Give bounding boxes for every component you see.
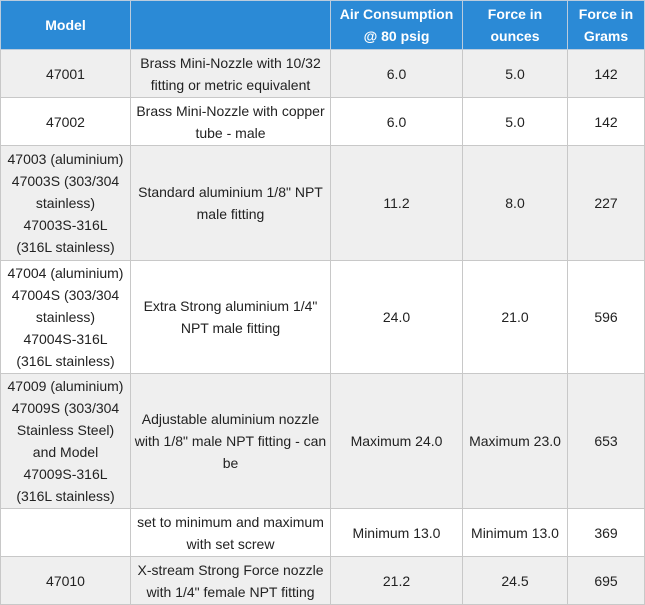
ounces-cell: 8.0 (462, 145, 568, 261)
description-cell: X-stream Strong Force nozzle with 1/4" f… (130, 556, 331, 605)
header-cell (130, 0, 331, 50)
air-cell: 6.0 (330, 97, 463, 146)
ounces-cell: 24.5 (462, 556, 568, 605)
description-cell: Extra Strong aluminium 1/4" NPT male fit… (130, 260, 331, 374)
grams-cell: 142 (567, 49, 645, 98)
air-cell: Maximum 24.0 (330, 373, 463, 509)
model-line: 47009S (303/304 Stainless Steel) (11, 400, 120, 438)
table-row: 47001 Brass Mini-Nozzle with 10/32 fittin… (0, 49, 645, 98)
grams-cell: 596 (567, 260, 645, 374)
header-cell: Force in ounces (462, 0, 568, 50)
model-cell: 47002 (0, 97, 131, 146)
model-line: 47004S (303/304 stainless) (11, 287, 120, 325)
model-line: 47003 (aluminium) (7, 151, 124, 167)
model-line: 47009S-316L (316L stainless) (16, 466, 115, 504)
grams-cell: 653 (567, 373, 645, 509)
ounces-cell: Maximum 23.0 (462, 373, 568, 509)
grams-cell: 227 (567, 145, 645, 261)
model-line: 47004 (aluminium) (7, 265, 124, 281)
header-row: Model Air Consumption @ 80 psig Force in… (0, 0, 645, 50)
table-row: 47009 (aluminium) 47009S (303/304 Stainle… (0, 373, 645, 509)
grams-cell: 142 (567, 97, 645, 146)
grams-cell: 695 (567, 556, 645, 605)
ounces-cell: Minimum 13.0 (462, 508, 568, 557)
model-cell: 47001 (0, 49, 131, 98)
model-cell: 47010 (0, 556, 131, 605)
table-row: 47004 (aluminium) 47004S (303/304 stainle… (0, 260, 645, 374)
model-cell: 47004 (aluminium) 47004S (303/304 stainle… (0, 260, 131, 374)
model-line: 47009 (aluminium) (7, 378, 124, 394)
ounces-cell: 21.0 (462, 260, 568, 374)
air-cell: 11.2 (330, 145, 463, 261)
model-line: 47003S-316L (316L stainless) (16, 217, 115, 255)
ounces-cell: 5.0 (462, 97, 568, 146)
model-line: 47004S-316L (316L stainless) (16, 331, 115, 369)
grams-cell: 369 (567, 508, 645, 557)
model-cell: 47009 (aluminium) 47009S (303/304 Stainle… (0, 373, 131, 509)
header-cell: Air Consumption @ 80 psig (330, 0, 463, 50)
description-cell: Brass Mini-Nozzle with 10/32 fitting or … (130, 49, 331, 98)
air-cell: Minimum 13.0 (330, 508, 463, 557)
table-row: 47003 (aluminium) 47003S (303/304 stainle… (0, 145, 645, 261)
table-body: 47001 Brass Mini-Nozzle with 10/32 fittin… (0, 49, 645, 605)
description-cell: Standard aluminium 1/8" NPT male fitting (130, 145, 331, 261)
air-cell: 21.2 (330, 556, 463, 605)
model-cell (0, 508, 131, 557)
table-row: 47002 Brass Mini-Nozzle with copper tube … (0, 97, 645, 146)
description-cell: Brass Mini-Nozzle with copper tube - mal… (130, 97, 331, 146)
model-line: 47010 (46, 572, 85, 589)
header-cell: Force in Grams (567, 0, 645, 50)
ounces-cell: 5.0 (462, 49, 568, 98)
header-cell: Model (0, 0, 131, 50)
description-cell: set to minimum and maximum with set scre… (130, 508, 331, 557)
table-head: Model Air Consumption @ 80 psig Force in… (0, 0, 645, 50)
air-cell: 24.0 (330, 260, 463, 374)
model-line: and Model (32, 444, 99, 460)
description-cell: Adjustable aluminium nozzle with 1/8" ma… (130, 373, 331, 509)
table-row: 47010 X-stream Strong Force nozzle with 1… (0, 556, 645, 605)
table-row: set to minimum and maximum with set scre… (0, 508, 645, 557)
air-cell: 6.0 (330, 49, 463, 98)
model-cell: 47003 (aluminium) 47003S (303/304 stainle… (0, 145, 131, 261)
model-line: 47001 (46, 65, 85, 82)
model-line: 47002 (46, 113, 85, 130)
model-line: 47003S (303/304 stainless) (11, 173, 120, 211)
